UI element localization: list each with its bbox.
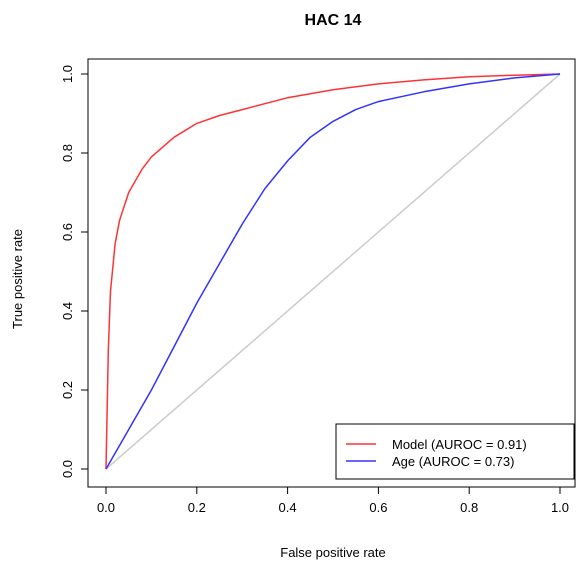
x-tick-label: 0.8 xyxy=(460,500,478,515)
reference-diagonal-line xyxy=(105,73,561,470)
y-tick-label: 0.4 xyxy=(60,302,75,320)
x-tick-label: 1.0 xyxy=(551,500,569,515)
y-tick-label: 0.0 xyxy=(60,460,75,478)
y-tick-label: 0.6 xyxy=(60,223,75,241)
series-line-model xyxy=(105,73,561,470)
legend-box xyxy=(335,423,575,480)
x-tick-label: 0.0 xyxy=(97,500,115,515)
x-tick-label: 0.2 xyxy=(188,500,206,515)
plot-frame xyxy=(87,58,576,488)
legend-label: Model (AUROC = 0.91) xyxy=(392,437,527,452)
x-tick-label: 0.6 xyxy=(369,500,387,515)
series-line-age xyxy=(105,73,561,470)
y-tick-label: 1.0 xyxy=(60,65,75,83)
x-axis-label: False positive rate xyxy=(280,545,386,560)
y-axis-label: True positive rate xyxy=(10,229,25,329)
x-tick-label: 0.4 xyxy=(279,500,297,515)
plot-area: 0.0 0.2 0.4 0.6 0.8 1.0 0.0 0.2 0.4 0.6 0.8 1.0 Mode… xyxy=(60,58,576,515)
legend-label: Age (AUROC = 0.73) xyxy=(392,454,514,469)
y-tick-label: 0.2 xyxy=(60,381,75,399)
chart-title: HAC 14 xyxy=(305,12,362,29)
y-tick-label: 0.8 xyxy=(60,144,75,162)
